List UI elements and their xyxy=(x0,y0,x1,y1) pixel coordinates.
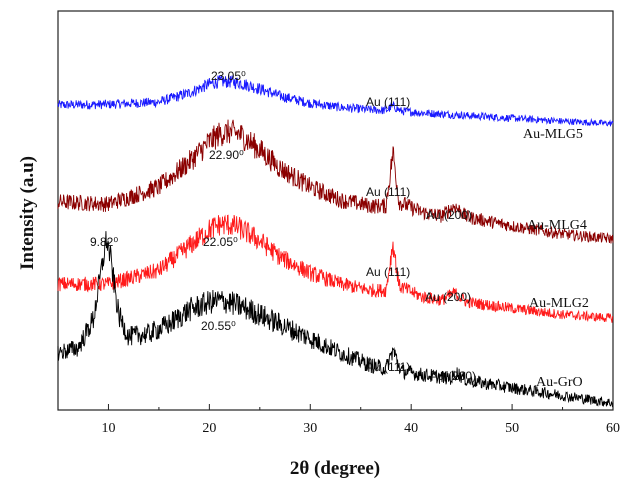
x-tick-label: 10 xyxy=(101,421,115,436)
series-label-au-mlg2: Au-MLG2 xyxy=(529,296,589,311)
x-tick-label: 40 xyxy=(404,421,418,436)
annotation-mlg2-au200: Au (200) xyxy=(425,290,471,304)
series-line-au-mlg2 xyxy=(57,214,614,323)
annotation-mlg2-au111: Au (111) xyxy=(366,265,410,279)
y-axis-title: Intensity (a.u) xyxy=(17,156,38,270)
series-layer xyxy=(57,75,614,408)
annotation-gro-au111: Au (111) xyxy=(366,360,410,374)
x-axis-title: 2θ (degree) xyxy=(290,458,380,479)
annotation-mlg2-peak: 22.05⁰ xyxy=(203,235,238,249)
series-label-au-mlg4: Au-MLG4 xyxy=(527,218,587,233)
annotation-mlg4-peak: 22.90⁰ xyxy=(209,148,244,162)
annotation-gro-peak1: 9.82⁰ xyxy=(90,235,118,249)
x-axis: 10 20 30 40 50 60 xyxy=(57,404,620,436)
plot-frame xyxy=(57,10,614,411)
annotation-mlg4-au111: Au (111) xyxy=(366,185,410,199)
x-tick-label: 30 xyxy=(303,421,317,436)
series-line-au-gro xyxy=(57,231,614,408)
annotation-mlg5-peak: 23.05⁰ xyxy=(211,69,246,83)
series-label-au-mlg5: Au-MLG5 xyxy=(523,127,583,142)
series-line-au-mlg4 xyxy=(57,119,614,244)
x-tick-label: 20 xyxy=(202,421,216,436)
annotation-mlg4-au200: Au (200) xyxy=(426,208,472,222)
series-label-au-gro: Au-GrO xyxy=(536,375,583,390)
annotation-mlg5-au111: Au (111) xyxy=(366,95,410,109)
series-line-au-mlg5 xyxy=(57,75,614,127)
annotation-gro-peak2: 20.55⁰ xyxy=(201,319,236,333)
annotation-gro-au200: Au (200) xyxy=(430,369,476,383)
x-tick-label: 60 xyxy=(606,421,620,436)
x-tick-label: 50 xyxy=(505,421,519,436)
